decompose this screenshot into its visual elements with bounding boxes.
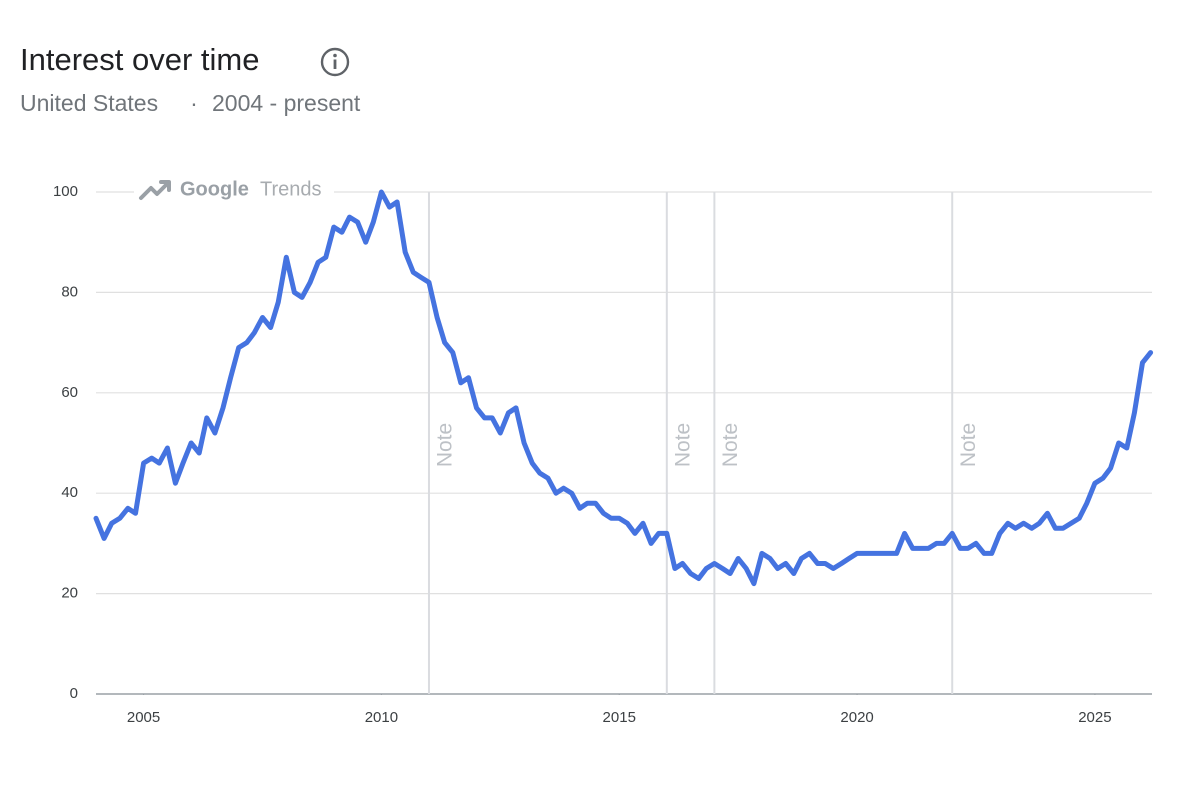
info-icon-ring	[320, 47, 350, 77]
watermark: Google Trends	[134, 176, 334, 204]
subtitle-region: United States	[20, 90, 158, 116]
y-tick-label: 40	[61, 484, 78, 501]
y-tick-label: 60	[61, 384, 78, 401]
y-tick-label: 0	[70, 685, 78, 702]
watermark-brand: Google	[180, 178, 249, 200]
note-label: Note	[434, 423, 457, 467]
y-tick-label: 80	[61, 283, 78, 300]
note-label: Note	[671, 423, 694, 467]
watermark-icon	[139, 180, 171, 200]
notes: Note Note Note Note	[427, 192, 980, 694]
note-label: Note	[957, 423, 980, 467]
note-label: Note	[719, 423, 742, 467]
x-tick-label: 2010	[365, 709, 398, 726]
trend-line	[93, 189, 1154, 587]
grid	[96, 191, 1152, 695]
chart-title: Interest over time	[20, 42, 259, 77]
info-icon[interactable]	[320, 47, 350, 77]
subtitle-separator: ·	[190, 90, 198, 116]
subtitle-period: 2004 - present	[212, 90, 361, 116]
x-tick-label: 2015	[603, 709, 636, 726]
y-tick-label: 100	[53, 183, 78, 200]
x-tick-label: 2005	[127, 709, 160, 726]
plot	[93, 189, 1154, 587]
info-icon-dot	[333, 53, 337, 58]
y-tick-label: 20	[61, 585, 78, 602]
info-icon-bar	[333, 59, 337, 69]
x-tick-label: 2020	[840, 709, 873, 726]
axes: 0 20 40 60 80 100 2005 2010 2015 2020 2025	[53, 183, 1112, 726]
watermark-product: Trends	[260, 178, 322, 200]
x-tick-label: 2025	[1078, 709, 1111, 726]
